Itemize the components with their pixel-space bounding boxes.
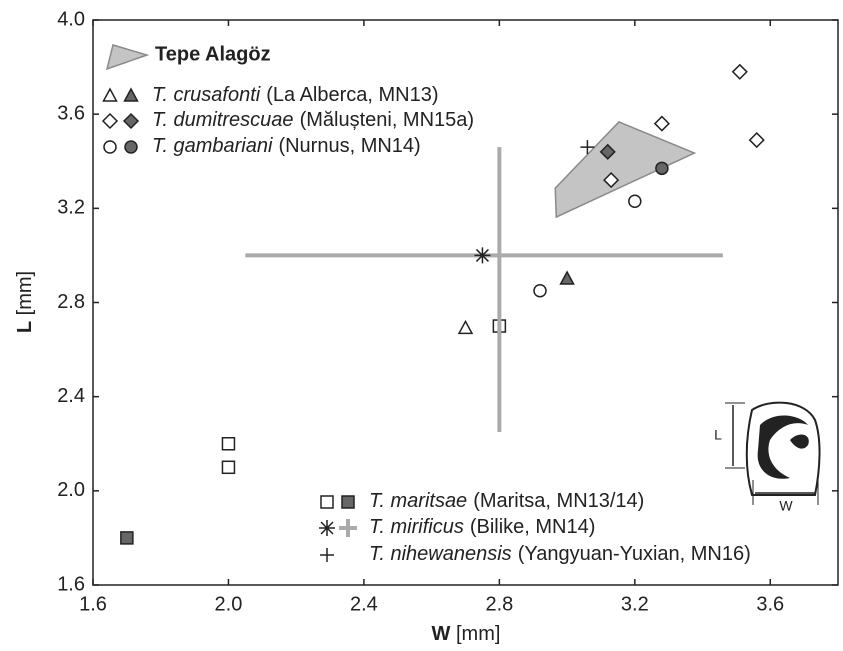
marker-diamond (122, 112, 140, 130)
marker-asterisk (319, 520, 335, 536)
legend-species: T. mirificus (369, 516, 464, 538)
y-tick-label: 2.0 (57, 479, 85, 501)
legend-locality: (Maritsa, MN13/14) (473, 490, 644, 512)
y-tick-label: 3.6 (57, 102, 85, 124)
marker-square (221, 437, 236, 451)
legend-label: T. maritsae (Maritsa, MN13/14) (369, 490, 644, 512)
legend-species: T. dumitrescuae (152, 109, 294, 131)
y-tick-label: 1.6 (57, 573, 85, 595)
legend-swatch (339, 519, 357, 537)
marker-circle (103, 140, 117, 154)
legend-species: T. crusafonti (152, 84, 261, 106)
legend-swatch (105, 44, 150, 71)
y-axis-label: L [mm] (14, 271, 36, 333)
inset-tooth (725, 401, 821, 505)
legend-locality: (Yangyuan-Yuxian, MN16) (518, 543, 751, 565)
y-tick-label: 2.4 (57, 385, 85, 407)
marker-square (320, 495, 334, 509)
marker-circle (628, 194, 642, 209)
inset-label: W (779, 498, 793, 514)
marker-triangle (123, 87, 139, 102)
y-tick-label: 2.8 (57, 291, 85, 313)
marker-triangle (457, 319, 474, 335)
y-axis-symbol: L (14, 321, 36, 333)
marker-circle (533, 283, 547, 298)
x-tick-label: 1.6 (79, 593, 107, 615)
marker-circle (124, 140, 138, 154)
x-axis-unit: [mm] (456, 623, 500, 645)
marker-circle (655, 161, 669, 176)
marker-diamond (653, 115, 670, 132)
x-axis-label: W [mm] (432, 623, 501, 645)
x-tick-label: 2.8 (485, 593, 513, 615)
y-tick-label: 3.2 (57, 197, 85, 219)
marker-diamond (603, 172, 620, 189)
legend-species: T. nihewanensis (369, 543, 512, 565)
marker-square (120, 531, 134, 545)
marker-triangle (102, 87, 118, 102)
x-tick-label: 3.6 (756, 593, 784, 615)
legend-label: T. dumitrescuae (Mălușteni, MN15a) (152, 109, 474, 131)
marker-square (221, 460, 236, 475)
marker-square (341, 495, 355, 509)
legend-species: T. maritsae (369, 490, 467, 512)
marker-plus (320, 548, 334, 562)
y-tick-label: 4.0 (57, 8, 85, 30)
marker-diamond (748, 132, 765, 149)
x-tick-label: 3.2 (621, 593, 649, 615)
x-tick-label: 2.0 (215, 593, 243, 615)
x-axis-symbol: W (432, 623, 451, 645)
legend-locality: (La Alberca, MN13) (266, 84, 438, 106)
legend-label: Tepe Alagöz (155, 43, 271, 65)
legend-species: T. gambariani (152, 135, 273, 157)
marker-diamond (101, 112, 119, 130)
legend-locality: (Mălușteni, MN15a) (300, 109, 475, 131)
legend-label: T. crusafonti (La Alberca, MN13) (152, 84, 439, 106)
legend-locality: (Nurnus, MN14) (278, 135, 420, 157)
marker-triangle (559, 270, 575, 285)
marker-diamond (731, 63, 748, 80)
inset-label: L (714, 427, 722, 443)
legend-label: T. gambariani (Nurnus, MN14) (152, 135, 421, 157)
legend-label: T. nihewanensis (Yangyuan-Yuxian, MN16) (369, 543, 751, 565)
marker-asterisk (474, 247, 491, 264)
marker-diamond (599, 143, 616, 160)
tepe-alagoz-area (554, 121, 697, 219)
legend-locality: (Bilike, MN14) (470, 516, 596, 538)
x-tick-label: 2.4 (350, 593, 378, 615)
y-axis-unit: [mm] (14, 271, 36, 315)
legend-label: T. mirificus (Bilike, MN14) (369, 516, 595, 538)
marker-plus (580, 140, 595, 155)
